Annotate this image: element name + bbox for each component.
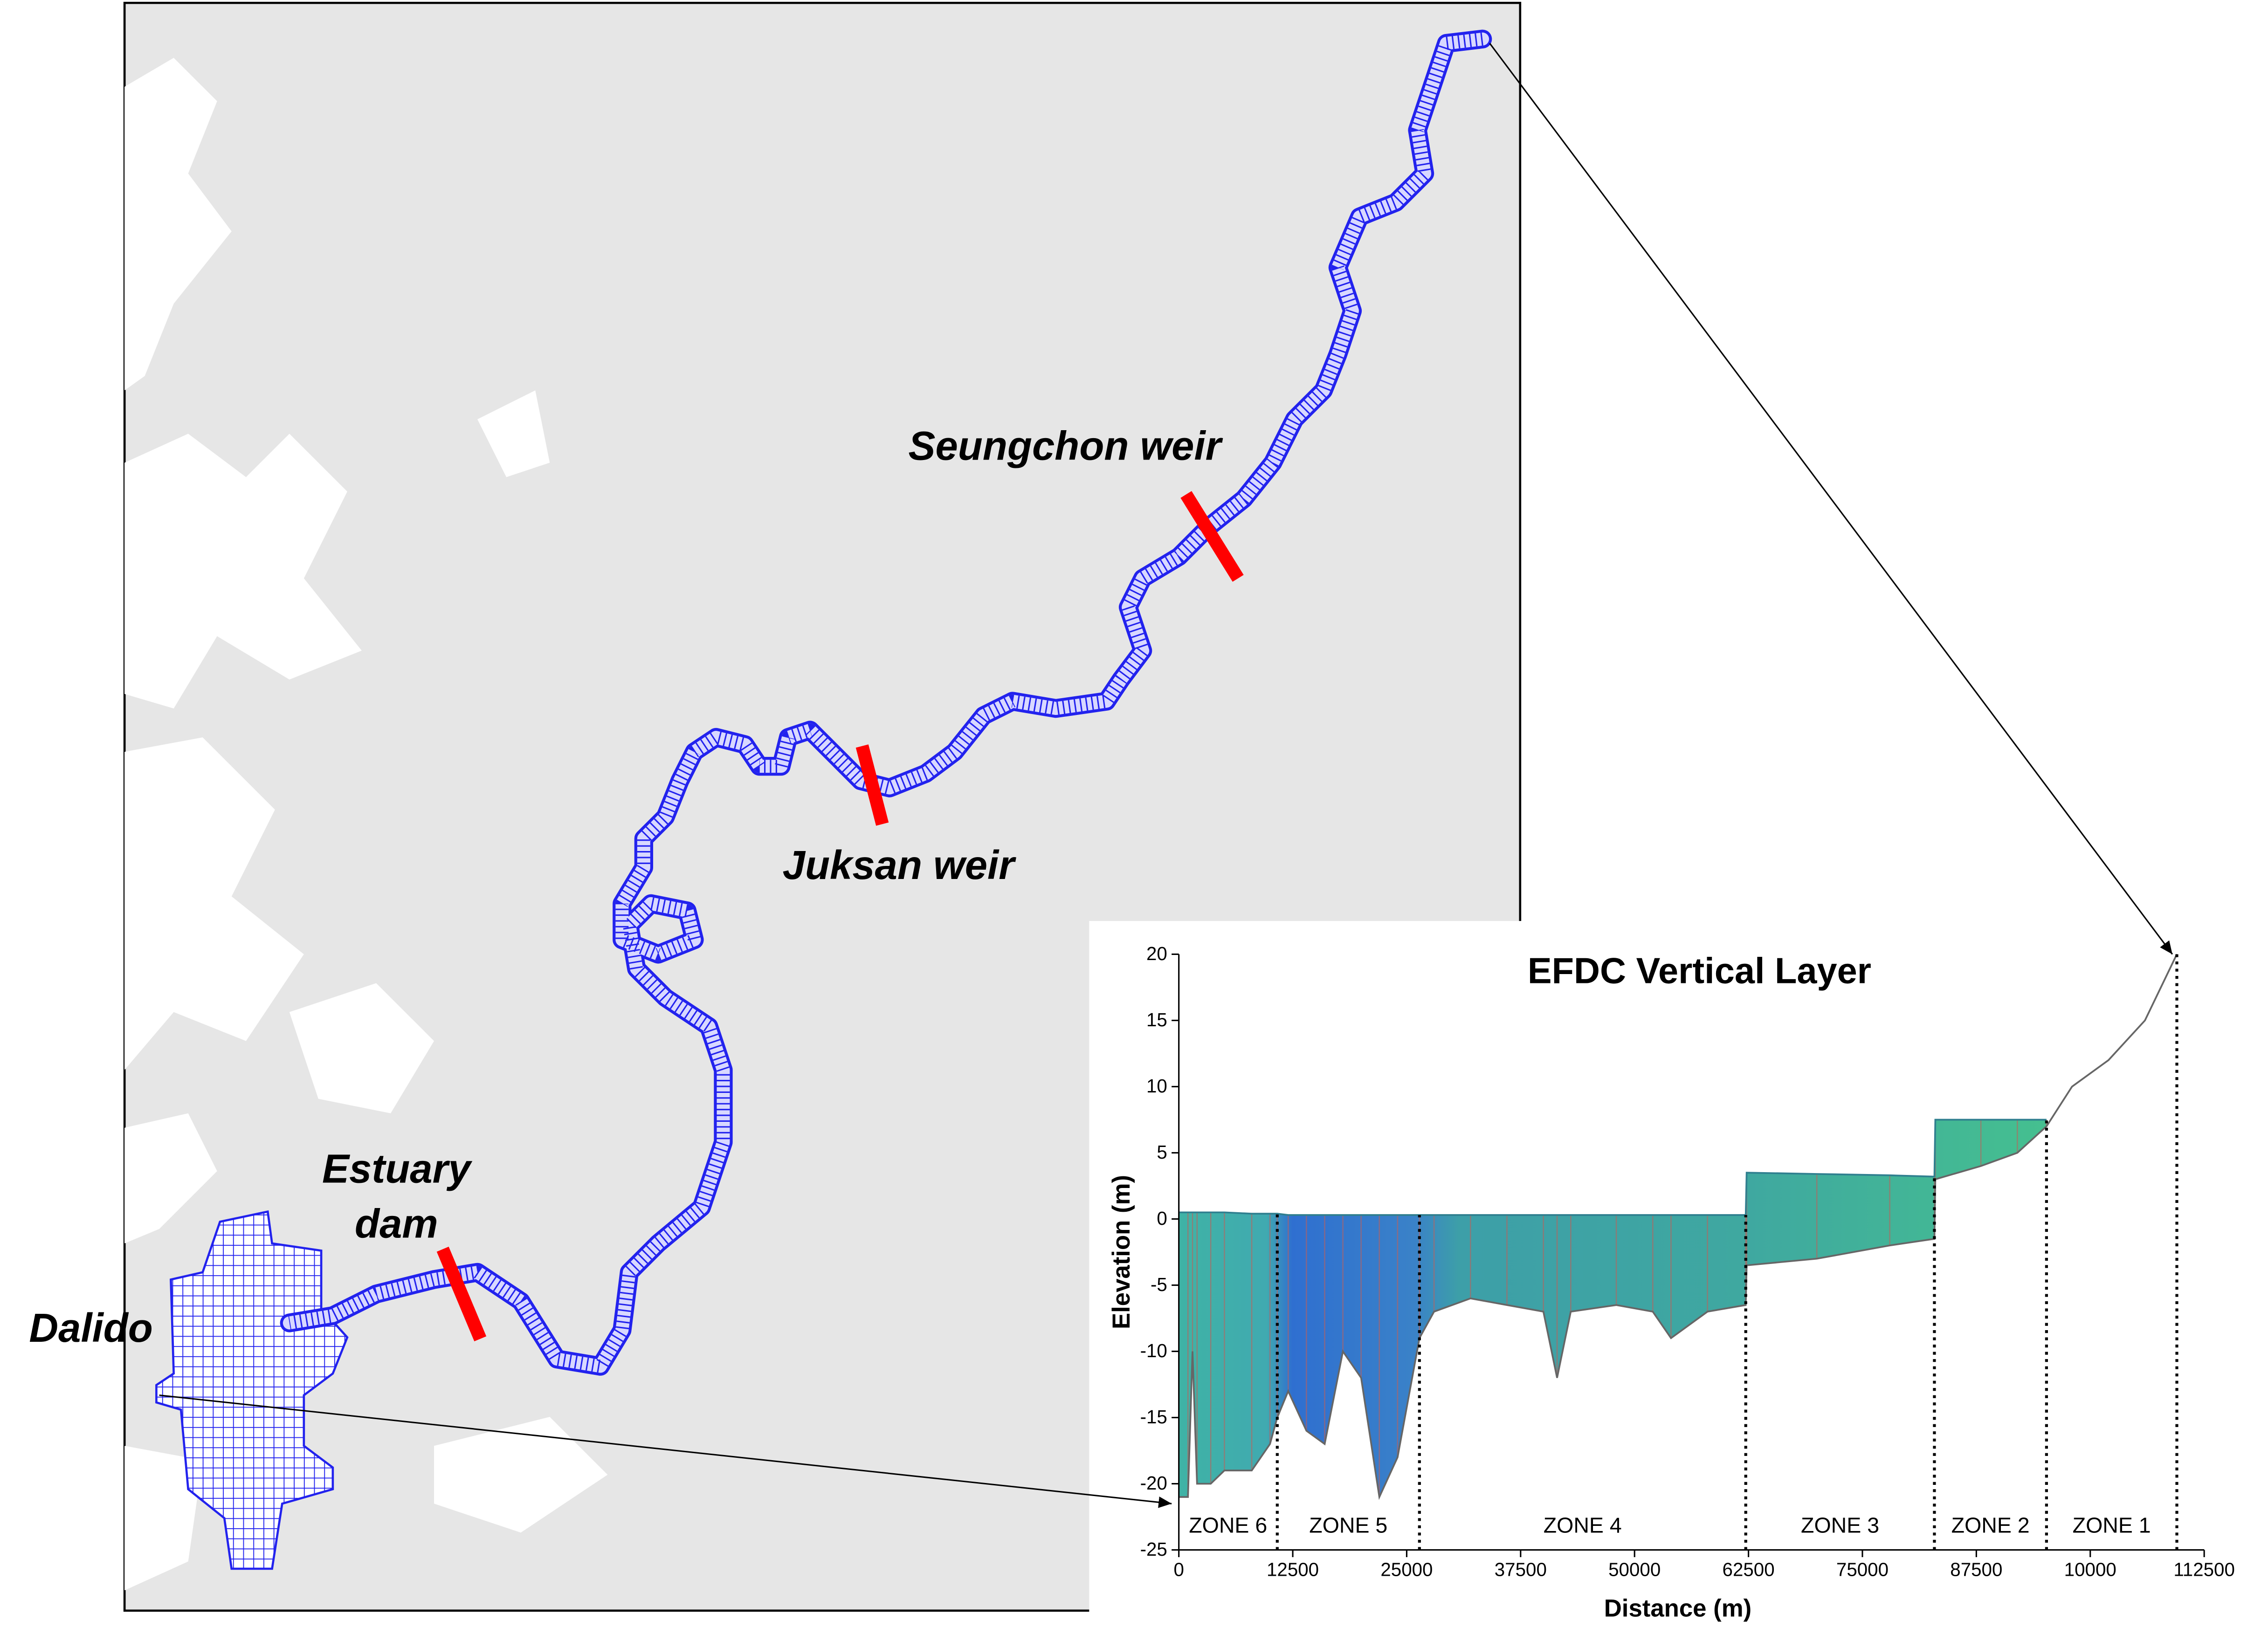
x-axis-label: Distance (m) xyxy=(1604,1594,1751,1622)
y-tick-label: -25 xyxy=(1140,1538,1167,1560)
x-tick-label: 37500 xyxy=(1495,1559,1547,1580)
map-label: Estuary xyxy=(322,1147,472,1192)
y-tick-label: 0 xyxy=(1157,1208,1167,1229)
map-label: Juksan weir xyxy=(783,843,1016,888)
zone-label: ZONE 6 xyxy=(1189,1513,1267,1537)
land-shapes xyxy=(124,58,608,1591)
river-mesh xyxy=(280,29,1492,1376)
map-label: Seungchon weir xyxy=(909,424,1223,469)
arrow xyxy=(159,1394,1172,1508)
zone-label: ZONE 5 xyxy=(1309,1513,1387,1537)
y-tick-label: 15 xyxy=(1146,1009,1167,1030)
water-body xyxy=(1179,1119,2047,1497)
x-tick-label: 87500 xyxy=(1950,1559,2002,1580)
x-tick-label: 12500 xyxy=(1267,1559,1319,1580)
y-tick-label: -15 xyxy=(1140,1406,1167,1428)
x-tick-label: 25000 xyxy=(1380,1559,1433,1580)
zone-label: ZONE 3 xyxy=(1801,1513,1879,1537)
zone-label: ZONE 4 xyxy=(1544,1513,1622,1537)
y-axis-label: Elevation (m) xyxy=(1108,1175,1135,1329)
chart: EFDC Vertical Layer Distance (m) Elevati… xyxy=(1108,943,2235,1622)
map-label: dam xyxy=(355,1201,438,1246)
x-tick-label: 75000 xyxy=(1836,1559,1889,1580)
x-tick-label: 50000 xyxy=(1608,1559,1661,1580)
profile-line xyxy=(1179,1119,2047,1216)
map: Seungchon weir Juksan weir Estuary dam D… xyxy=(29,1,1522,1612)
y-tick-label: 10 xyxy=(1146,1075,1167,1097)
y-tick-label: -10 xyxy=(1140,1340,1167,1361)
x-tick-label: 0 xyxy=(1173,1559,1184,1580)
arrow xyxy=(1489,43,2173,955)
y-tick-label: -5 xyxy=(1151,1274,1167,1295)
dalido-mesh xyxy=(155,1210,349,1570)
zone-label: ZONE 2 xyxy=(1951,1513,2030,1537)
y-tick-label: -20 xyxy=(1140,1472,1167,1494)
profile-line xyxy=(1179,954,2178,1500)
y-tick-label: 20 xyxy=(1146,943,1167,964)
map-label: Dalido xyxy=(29,1305,152,1351)
x-tick-label: 10000 xyxy=(2064,1559,2116,1580)
weirs xyxy=(436,491,1244,1342)
x-tick-label: 112500 xyxy=(2173,1559,2235,1580)
y-tick-label: 5 xyxy=(1157,1141,1167,1163)
zone-label: ZONE 1 xyxy=(2073,1513,2151,1537)
x-tick-label: 62500 xyxy=(1723,1559,1775,1580)
chart-title: EFDC Vertical Layer xyxy=(1528,951,1871,991)
